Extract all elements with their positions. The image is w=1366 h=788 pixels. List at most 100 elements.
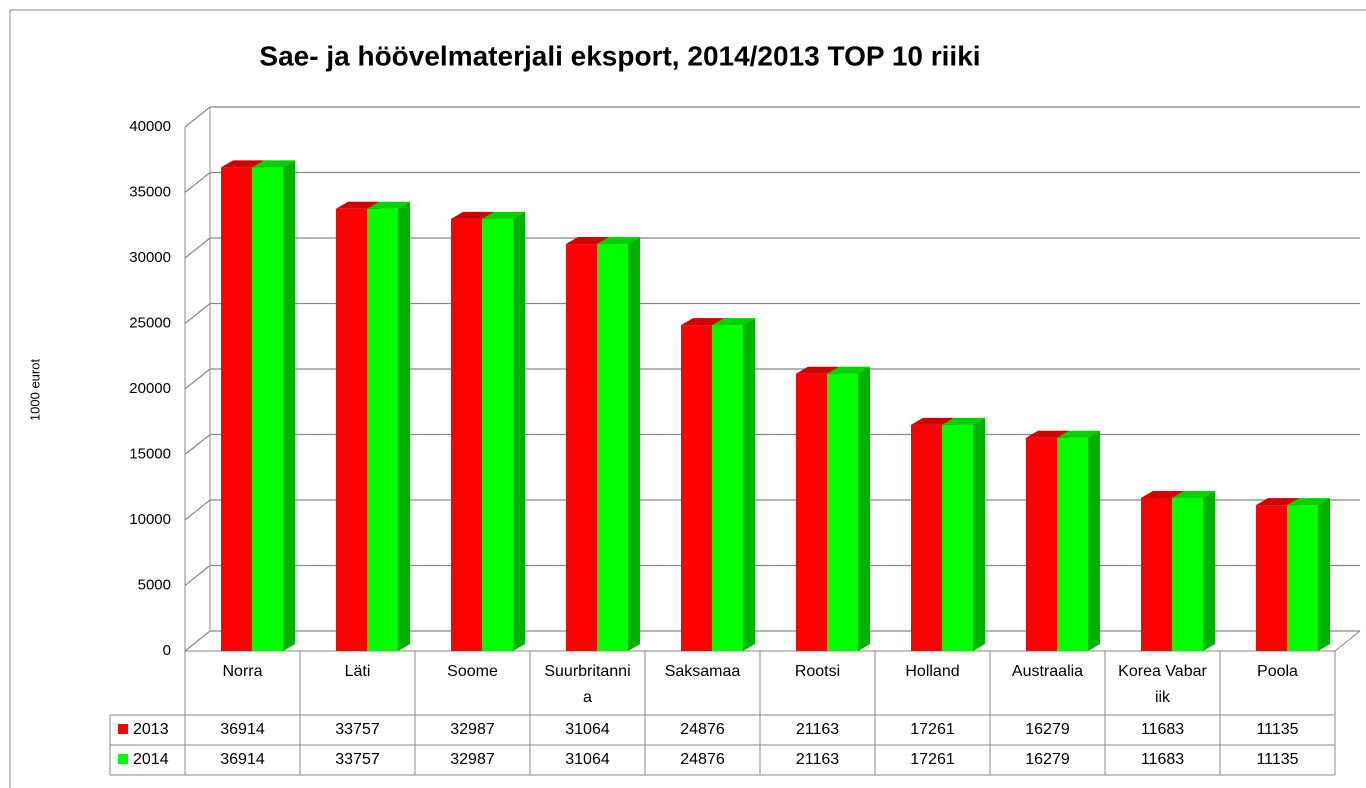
table-value: 32987 [450, 721, 495, 738]
x-tick-label: Soome [447, 663, 498, 680]
bar-top-shade [911, 417, 954, 425]
bar-top-shade [482, 211, 525, 219]
bar [712, 318, 755, 651]
bar-top-shade [1287, 498, 1330, 506]
bar-top [911, 417, 954, 425]
bar-side-shade [743, 318, 755, 651]
bar-top [221, 160, 264, 168]
table-value: 11135 [1256, 721, 1299, 738]
legend-label: 2014 [133, 751, 169, 768]
bar-side [973, 417, 985, 651]
bar-side [398, 201, 410, 651]
bar-side-shade [1088, 430, 1100, 651]
floor-edge [1334, 630, 1361, 652]
bar-side-shade [1203, 490, 1215, 651]
bar-top [796, 366, 839, 374]
table-value: 36914 [220, 751, 265, 768]
bar [942, 417, 985, 651]
bar-front [336, 208, 367, 651]
bar-side [743, 318, 755, 651]
chart-title: Sae- ja höövelmaterjali eksport, 2014/20… [259, 40, 980, 71]
bar-side [1318, 498, 1330, 651]
table-value: 33757 [335, 751, 380, 768]
bar-side-shade [513, 211, 525, 651]
bar-top-shade [367, 201, 410, 209]
table-value: 11683 [1140, 751, 1185, 768]
bar-front [942, 424, 973, 651]
bar-top [252, 160, 295, 168]
table-value: 36914 [220, 721, 265, 738]
bar-top-shade [796, 366, 839, 374]
bar-front [1256, 505, 1287, 651]
y-tick-label: 25000 [129, 314, 171, 331]
bar-side-shade [973, 417, 985, 651]
bar [367, 201, 410, 651]
bar-top-shade [827, 366, 870, 374]
grid-line [184, 237, 1360, 259]
bar-front [712, 325, 743, 651]
table-value: 31064 [565, 751, 610, 768]
bar-top [942, 417, 985, 425]
table-value: 31064 [565, 721, 610, 738]
legend-swatch [118, 724, 128, 734]
bar-front [681, 325, 712, 651]
x-tick-label: Poola [1257, 663, 1298, 680]
bar-side [628, 237, 640, 652]
x-tick-label: Läti [344, 663, 371, 680]
bar-side [1203, 490, 1215, 651]
bar-side-shade [283, 160, 295, 651]
bar-top [336, 201, 379, 209]
bar-top [1172, 490, 1215, 498]
bar-front [1057, 437, 1088, 651]
bar-top [1256, 498, 1299, 506]
x-tick-label: Saksamaa [664, 663, 741, 680]
bar-top-shade [1256, 498, 1299, 506]
bar-front [827, 373, 858, 651]
bar-top-shade [1141, 490, 1184, 498]
bar-top [482, 211, 525, 219]
y-tick-label: 10000 [129, 511, 171, 528]
x-tick-label: Suurbritannia [544, 663, 631, 706]
bar [1172, 490, 1215, 651]
bar-top [1026, 430, 1069, 438]
table-value: 17261 [910, 721, 955, 738]
bar-side-shade [1318, 498, 1330, 651]
bar-top-shade [712, 318, 755, 326]
table-value: 24876 [680, 721, 725, 738]
bar-side [513, 211, 525, 651]
bar-top-shade [1057, 430, 1100, 438]
grid-line [184, 368, 1360, 390]
grid-line [184, 171, 1360, 193]
bar-top [566, 237, 609, 245]
table-value: 21163 [795, 721, 840, 738]
y-tick-label: 5000 [138, 576, 171, 593]
x-tick-label: Austraalia [1011, 663, 1084, 680]
bar-front [482, 218, 513, 651]
table-value: 32987 [450, 751, 495, 768]
bar-top [681, 318, 724, 326]
bar-side-shade [628, 237, 640, 652]
bar-side [858, 366, 870, 651]
bar [1057, 430, 1100, 651]
y-tick-label: 35000 [129, 183, 171, 200]
y-tick-label: 15000 [129, 445, 171, 462]
legend-entry: 2013 [110, 715, 185, 745]
bar-side-shade [858, 366, 870, 651]
bar [1287, 498, 1330, 651]
x-tick-label: Rootsi [794, 663, 841, 680]
legend-entry: 2014 [110, 745, 185, 775]
bar-top [367, 201, 410, 209]
bar-front [911, 424, 942, 651]
bar [482, 211, 525, 651]
bar [827, 366, 870, 651]
table-value: 11683 [1140, 721, 1185, 738]
table-value: 33757 [335, 721, 380, 738]
bar-top-shade [252, 160, 295, 168]
table-value: 11135 [1256, 751, 1299, 768]
bar-top-shade [681, 318, 724, 326]
table-value: 21163 [795, 751, 840, 768]
bar-top [1287, 498, 1330, 506]
bar-front [1172, 497, 1203, 651]
